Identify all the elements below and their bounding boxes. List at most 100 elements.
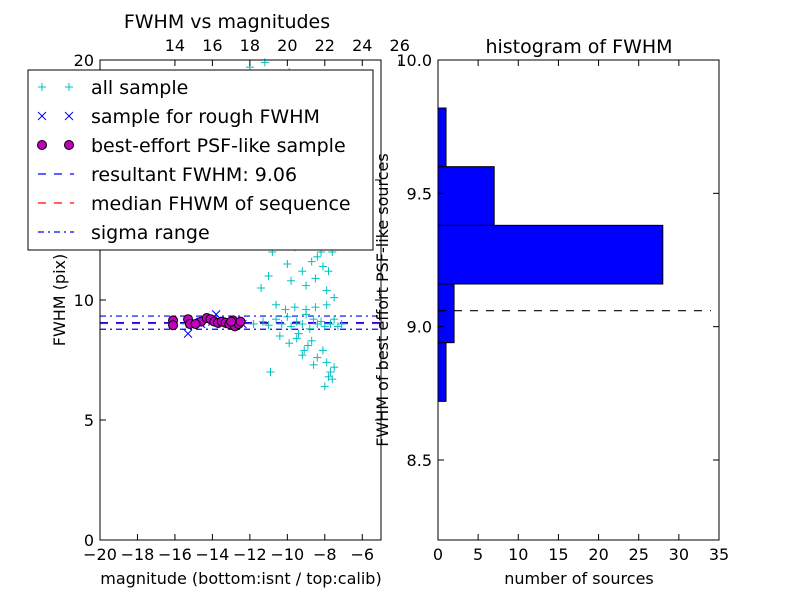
histogram-xtick-label-5: 25 xyxy=(629,545,649,564)
scatter-point-0-82 xyxy=(326,368,335,376)
scatter-point-0-20 xyxy=(317,317,326,326)
scatter-point-0-21 xyxy=(320,322,329,331)
scatter-panel: FWHM vs magnitudes −20 −18 −16 −14 −12 −10 −8−… xyxy=(27,11,410,588)
scatter-point-0-80 xyxy=(318,346,327,355)
legend-entry-5: sigma range xyxy=(38,222,210,244)
scatter-point-0-33 xyxy=(287,276,296,285)
scatter-xtick-label-4: −12 xyxy=(233,545,267,564)
scatter-y-axis-label: FWHM (pix) xyxy=(50,254,69,347)
scatter-point-0-40 xyxy=(307,257,316,266)
scatter-xtick-label-0: −20 xyxy=(83,545,117,564)
legend-marker-b-0 xyxy=(65,83,73,91)
histogram-y-axis-label: FWHM of best effort PSF-like sources xyxy=(373,153,392,447)
scatter-point-0-46 xyxy=(318,262,327,271)
scatter-point-0-79 xyxy=(313,353,322,362)
scatter-top-tick-label-0: 14 xyxy=(165,36,185,55)
scatter-point-0-32 xyxy=(283,260,292,268)
scatter-point-0-91 xyxy=(303,341,312,350)
histogram-bar-0 xyxy=(437,342,447,402)
scatter-x-axis-label: magnitude (bottom:isnt / top:calib) xyxy=(100,569,381,588)
scatter-point-0-49 xyxy=(324,267,333,276)
scatter-point-0-72 xyxy=(311,303,320,312)
histogram-bar-2 xyxy=(437,224,664,285)
histogram-panel: histogram of FWHM 0 5 10 15 20 25 30 35 8.5 9.0 9.… xyxy=(373,36,729,588)
legend-marker-a-2 xyxy=(37,140,47,150)
scatter-xtick-label-1: −18 xyxy=(121,545,155,564)
scatter-point-2-17 xyxy=(226,316,237,327)
histogram-plot-area xyxy=(438,60,719,540)
scatter-xtick-label-6: −8 xyxy=(313,545,337,564)
histogram-xtick-label-2: 10 xyxy=(508,545,528,564)
scatter-ytick-label-4: 20 xyxy=(74,51,94,70)
histogram-bar-3 xyxy=(437,166,495,226)
scatter-point-0-88 xyxy=(328,375,337,384)
scatter-point-0-42 xyxy=(311,274,320,283)
legend-box xyxy=(27,69,374,251)
scatter-top-tick-label-3: 20 xyxy=(277,36,297,55)
scatter-point-0-52 xyxy=(330,293,339,302)
histogram-bars xyxy=(437,107,664,402)
scatter-point-2-1 xyxy=(168,320,179,331)
legend-label-0: all sample xyxy=(91,77,188,99)
series-2 xyxy=(168,313,246,332)
scatter-point-0-22 xyxy=(326,320,335,328)
scatter-point-0-84 xyxy=(309,360,318,369)
scatter-point-0-8 xyxy=(258,317,267,326)
scatter-ytick-label-2: 10 xyxy=(74,291,94,310)
scatter-ticks: −20−18−16−14−12−10−8−6051015201416182022… xyxy=(74,36,410,564)
histogram-ytick-label-0: 8.5 xyxy=(407,451,432,470)
scatter-point-0-18 xyxy=(309,315,318,324)
legend-label-3: resultant FWHM: 9.06 xyxy=(91,164,297,186)
scatter-point-0-12 xyxy=(283,312,292,321)
histogram-xtick-label-6: 30 xyxy=(669,545,689,564)
legend-entry-1: sample for rough FWHM xyxy=(37,106,320,128)
scatter-point-1-1-b xyxy=(183,329,193,338)
scatter-point-0-77 xyxy=(300,346,309,355)
scatter-point-0-37 xyxy=(302,281,311,290)
scatter-point-0-71 xyxy=(302,305,311,314)
legend-label-1: sample for rough FWHM xyxy=(91,106,320,128)
scatter-point-0-75 xyxy=(285,339,294,348)
histogram-ytick-label-1: 9.0 xyxy=(407,318,432,337)
scatter-point-0-85 xyxy=(298,351,307,360)
scatter-point-0-9 xyxy=(264,321,273,330)
legend-entry-2: best-effort PSF-like sample xyxy=(37,135,346,157)
legend-entry-4: median FHWM of sequence xyxy=(38,193,351,215)
scatter-xtick-label-5: −10 xyxy=(270,545,304,564)
histogram-title: histogram of FWHM xyxy=(485,36,672,58)
scatter-point-2-15 xyxy=(235,316,246,327)
scatter-point-0-13 xyxy=(287,322,296,331)
scatter-point-0-74 xyxy=(275,332,284,340)
scatter-xtick-label-3: −14 xyxy=(196,545,230,564)
legend-marker-a-1-b xyxy=(37,111,47,121)
legend-marker-b-1 xyxy=(64,111,74,121)
scatter-point-0-26 xyxy=(257,284,266,292)
scatter-point-0-81 xyxy=(322,358,331,367)
histogram-xtick-label-3: 15 xyxy=(548,545,568,564)
scatter-point-0-27 xyxy=(264,272,273,280)
scatter-point-0-17 xyxy=(305,324,314,333)
scatter-point-0-78 xyxy=(307,336,316,345)
scatter-point-0-7 xyxy=(249,320,258,328)
legend-label-4: median FHWM of sequence xyxy=(91,193,351,215)
scatter-point-0-43 xyxy=(313,252,322,261)
histogram-xtick-label-7: 35 xyxy=(709,545,729,564)
histogram-ytick-label-3: 10.0 xyxy=(396,51,432,70)
histogram-xtick-label-4: 20 xyxy=(588,545,608,564)
legend-entry-0: all sample xyxy=(38,77,188,99)
scatter-point-1-1 xyxy=(183,329,193,338)
scatter-ytick-label-0: 0 xyxy=(84,531,94,550)
histogram-frame xyxy=(437,59,720,541)
histogram-bar-1 xyxy=(437,283,455,344)
scatter-point-2-16 xyxy=(190,319,201,329)
scatter-point-0-69 xyxy=(281,305,290,314)
scatter-point-0-11 xyxy=(277,320,286,328)
legend-label-5: sigma range xyxy=(91,222,210,244)
scatter-top-tick-label-5: 24 xyxy=(352,36,372,55)
legend-marker-b-1-b xyxy=(64,111,74,121)
scatter-point-0-87 xyxy=(320,382,329,391)
histogram-xtick-label-1: 5 xyxy=(473,545,483,564)
scatter-top-tick-label-6: 26 xyxy=(390,36,410,55)
scatter-top-tick-label-1: 16 xyxy=(202,36,222,55)
